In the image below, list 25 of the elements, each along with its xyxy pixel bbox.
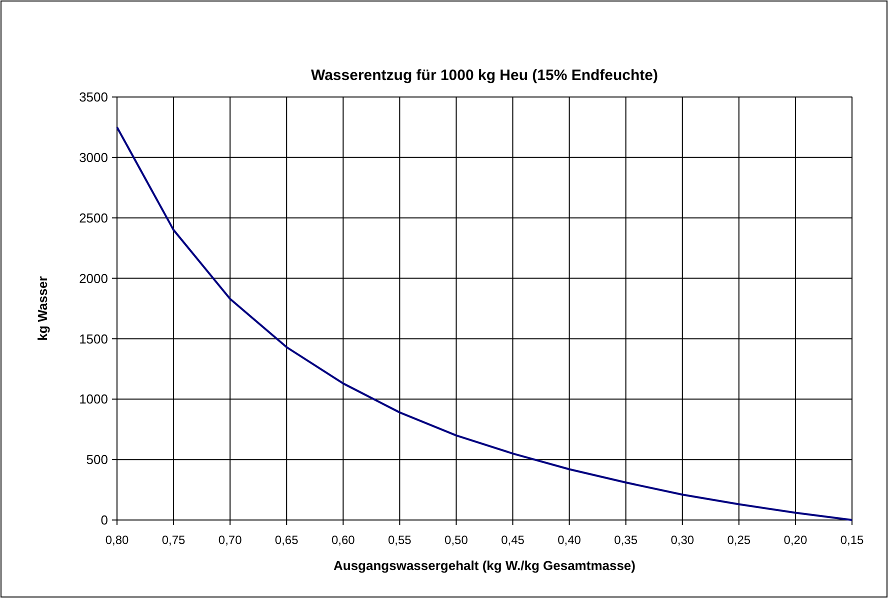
x-tick-label: 0,25 [727,533,751,547]
x-tick-label: 0,75 [162,533,186,547]
x-tick-label: 0,65 [274,533,299,547]
y-tick-label: 500 [86,452,108,468]
x-tick-label: 0,20 [784,533,808,547]
x-tick-label: 0,35 [614,533,638,547]
x-tick-label: 0,50 [444,533,468,547]
x-tick-label: 0,40 [558,533,582,547]
y-tick-label: 2000 [79,270,108,286]
y-tick-label: 3000 [79,150,108,165]
y-tick-label: 1500 [79,331,108,346]
x-tick-label: 0,45 [501,533,525,547]
x-tick-label: 0,60 [331,533,356,547]
y-axis-title: kg Wasser [35,276,50,341]
x-axis-title: Ausgangswassergehalt (kg W./kg Gesamtmasse) [334,558,636,573]
chart-title: Wasserentzug für 1000 kg Heu (15% Endfeuchte) [310,67,658,84]
y-tick-label: 2500 [79,210,108,226]
y-tick-label: 0 [100,512,108,528]
y-tick-label: 1000 [79,392,108,407]
x-tick-label: 0,55 [388,533,412,547]
x-tick-label: 0,80 [105,533,129,547]
y-tick-label: 3500 [79,90,108,105]
x-tick-label: 0,15 [840,533,864,547]
x-tick-label: 0,70 [218,533,242,547]
x-tick-label: 0,30 [670,533,694,547]
